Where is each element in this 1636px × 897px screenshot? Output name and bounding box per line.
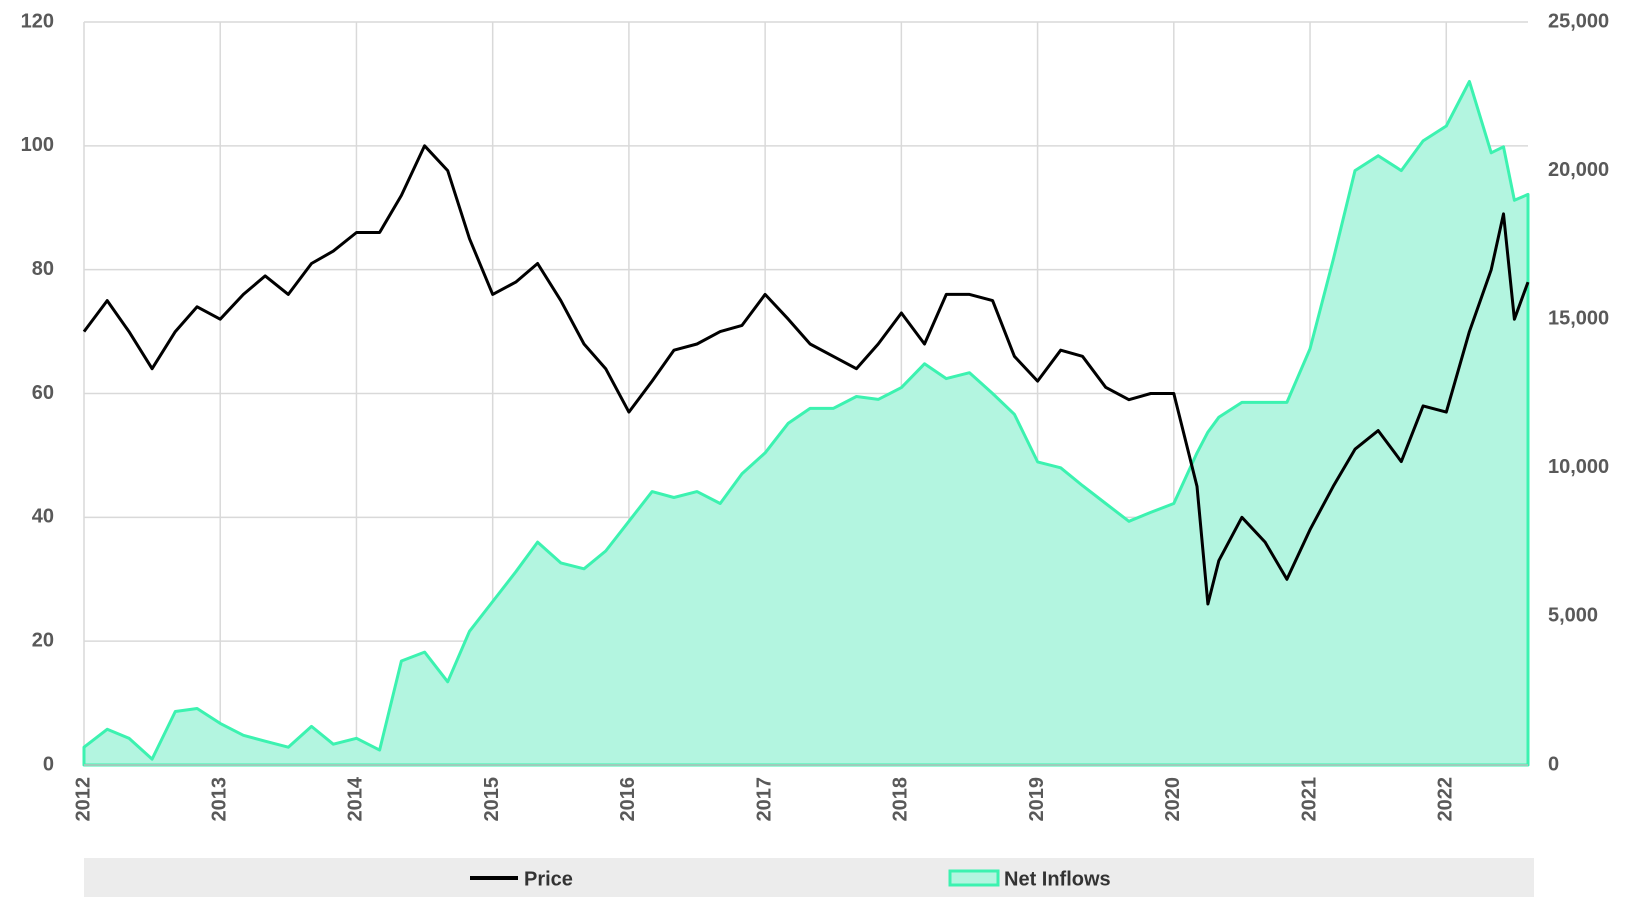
- legend-background: [84, 858, 1534, 897]
- y2-tick-label: 0: [1548, 753, 1559, 775]
- x-tick-label: 2016: [617, 777, 639, 822]
- legend-swatch: [948, 869, 1000, 887]
- y-tick-label: 100: [21, 134, 54, 156]
- x-tick-label: 2013: [209, 777, 231, 822]
- line: [82, 144, 1530, 606]
- x-tick-label: 2022: [1435, 777, 1457, 822]
- legend-label: Price: [524, 868, 573, 890]
- x-tick-label: 2017: [753, 777, 775, 822]
- area: [82, 79, 1530, 767]
- y-tick-label: 60: [32, 382, 54, 404]
- x-tick-label: 2019: [1026, 777, 1048, 822]
- x-tick-label: 2015: [481, 777, 503, 822]
- y2-tick-label: 25,000: [1548, 10, 1609, 32]
- y2-tick-label: 15,000: [1548, 307, 1609, 329]
- x-tick-label: 2021: [1298, 777, 1320, 822]
- y-tick-label: 20: [32, 629, 54, 651]
- legend-label: Net Inflows: [1004, 868, 1111, 890]
- x-tick-label: 2020: [1162, 777, 1184, 822]
- y2-tick-label: 10,000: [1548, 456, 1609, 478]
- y2-tick-label: 5,000: [1548, 605, 1598, 627]
- y-tick-label: 0: [43, 753, 54, 775]
- x-tick-label: 2018: [890, 777, 912, 822]
- y2-tick-label: 20,000: [1548, 159, 1609, 181]
- x-tick-label: 2012: [72, 777, 94, 822]
- y-tick-label: 40: [32, 506, 54, 528]
- y-tick-label: 80: [32, 258, 54, 280]
- y-tick-label: 120: [21, 10, 54, 32]
- x-tick-label: 2014: [345, 776, 367, 821]
